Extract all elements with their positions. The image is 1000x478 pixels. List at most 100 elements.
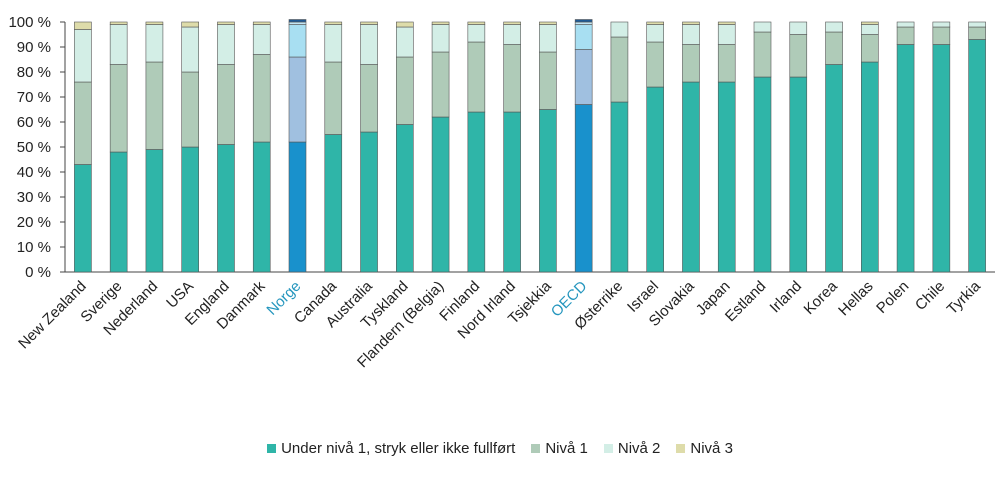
bar-norge-niva-3 [288,21,307,25]
bar-danmark-niva-3 [252,21,271,25]
legend-swatch-under-niva-1 [267,444,277,453]
bar-canada-niva-2 [324,24,343,63]
bar-england-niva-1 [217,64,235,145]
legend-item-niva-3: Nivå 3 [676,440,733,457]
x-label-hellas: Hellas [835,278,876,319]
bar-osterrike-under-niva-1-stryk-eller-ikke-fullfort [610,101,629,273]
bar-usa-niva-3 [181,21,199,28]
bar-oecd-niva-4 [574,19,593,23]
bar-new-zealand-niva-2 [74,29,92,83]
bar-korea-niva-1 [825,31,843,65]
bar-oecd-under-niva-1-stryk-eller-ikke-fullfort [574,104,593,273]
bar-tsjekkia-niva-3 [539,21,557,25]
y-tick-label: 60 % [17,114,51,131]
legend-label-niva-2: Nivå 2 [617,440,661,457]
bar-israel-under-niva-1-stryk-eller-ikke-fullfort [646,86,664,273]
y-axis: 0 % 10 % 20 % 30 % 40 % 50 % 60 % 70 % 80 % 90 % 1… [8,14,995,281]
bar-israel-niva-2 [646,24,664,43]
legend-item-under-niva-1: Under nivå 1, stryk eller ikke fullført [267,440,515,457]
bar-korea-niva-2 [825,21,843,33]
bar-tyskland-niva-3 [396,21,414,28]
y-tick-label: 30 % [17,189,51,206]
legend-swatch-niva-3 [676,444,686,453]
bar-osterrike-niva-1 [610,36,629,103]
bar-danmark-niva-2 [252,24,271,55]
y-tick-label: 50 % [17,139,51,156]
bar-sverige-under-niva-1-stryk-eller-ikke-fullfort [109,151,128,273]
bar-new-zealand-niva-1 [74,81,92,165]
bar-estland-under-niva-1-stryk-eller-ikke-fullfort [753,76,772,273]
x-label-polen: Polen [873,278,912,317]
x-label-korea: Korea [801,277,842,318]
bar-england-niva-3 [217,21,235,25]
y-tick-label: 70 % [17,89,51,106]
legend-label-niva-1: Nivå 1 [545,440,588,457]
y-tick-label: 80 % [17,64,51,81]
bar-sverige-niva-2 [109,24,128,65]
bar-hellas-niva-3 [861,21,879,25]
bar-israel-niva-1 [646,41,664,88]
bar-slovakia-niva-2 [682,24,700,45]
bar-finland-niva-2 [467,24,486,43]
bar-estland-niva-2 [753,21,772,33]
bar-canada-under-niva-1-stryk-eller-ikke-fullfort [324,134,343,273]
bar-tsjekkia-niva-2 [539,24,557,53]
bar-hellas-niva-2 [861,24,879,35]
bars-group [74,19,986,273]
bar-japan-under-niva-1-stryk-eller-ikke-fullfort [717,81,736,273]
bar-sverige-niva-3 [109,21,128,25]
bar-slovakia-niva-3 [682,21,700,25]
bar-japan-niva-3 [717,21,736,25]
x-label-estland: Estland [722,278,769,325]
bar-hellas-under-niva-1-stryk-eller-ikke-fullfort [861,61,879,273]
bar-nord-irland-niva-1 [503,44,521,113]
bar-estland-niva-1 [753,31,772,78]
bar-nord-irland-niva-2 [503,24,521,45]
bar-new-zealand-niva-3 [74,21,92,30]
y-tick-label: 40 % [17,164,51,181]
bar-australia-niva-2 [360,24,378,65]
bar-tsjekkia-under-niva-1-stryk-eller-ikke-fullfort [539,109,557,273]
y-tick-label: 90 % [17,39,51,56]
legend: Under nivå 1, stryk eller ikke fullført … [0,440,1000,457]
bar-norge-niva-1 [288,56,307,143]
bar-england-under-niva-1-stryk-eller-ikke-fullfort [217,144,235,273]
bar-oecd-niva-3 [574,21,593,25]
y-tick-label: 10 % [17,239,51,256]
bar-flandern-belgia-under-niva-1-stryk-eller-ikke-fullfort [431,116,450,273]
bar-chile-niva-2 [932,21,951,28]
bar-australia-under-niva-1-stryk-eller-ikke-fullfort [360,131,378,273]
bar-irland-niva-1 [789,34,808,78]
bar-slovakia-under-niva-1-stryk-eller-ikke-fullfort [682,81,700,273]
bar-norge-under-niva-1-stryk-eller-ikke-fullfort [288,141,307,273]
bar-tyrkia-niva-2 [968,21,986,28]
bar-israel-niva-3 [646,21,664,25]
bar-polen-under-niva-1-stryk-eller-ikke-fullfort [896,44,915,273]
legend-item-niva-1: Nivå 1 [531,440,588,457]
bar-polen-niva-2 [896,21,915,28]
legend-swatch-niva-2 [603,444,613,453]
bar-japan-niva-2 [717,24,736,45]
bar-norge-niva-4 [288,19,307,23]
bar-nederland-niva-1 [145,61,164,150]
bar-irland-niva-2 [789,21,808,35]
bar-usa-niva-1 [181,71,199,148]
bar-sverige-niva-1 [109,64,128,153]
bar-tyrkia-under-niva-1-stryk-eller-ikke-fullfort [968,39,986,273]
bar-danmark-niva-1 [252,54,271,143]
bar-nord-irland-under-niva-1-stryk-eller-ikke-fullfort [503,111,521,273]
bar-slovakia-niva-1 [682,44,700,83]
x-label-chile: Chile [912,278,948,314]
bar-japan-niva-1 [717,44,736,83]
bar-new-zealand-under-niva-1-stryk-eller-ikke-fullfort [74,164,92,273]
bar-oecd-niva-2 [574,24,593,50]
bar-tyskland-under-niva-1-stryk-eller-ikke-fullfort [396,124,414,273]
bar-finland-under-niva-1-stryk-eller-ikke-fullfort [467,111,486,273]
x-label-irland: Irland [767,278,806,317]
bar-norge-niva-2 [288,24,307,58]
y-tick-label: 100 % [8,14,51,31]
bar-usa-niva-2 [181,26,199,73]
bar-tyskland-niva-2 [396,26,414,58]
